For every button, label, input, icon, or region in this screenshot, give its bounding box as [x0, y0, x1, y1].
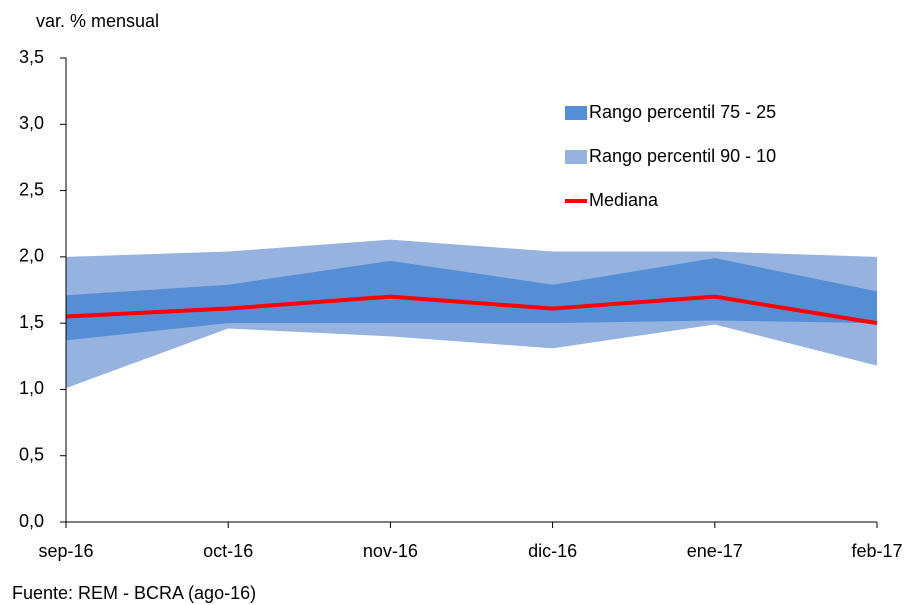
- legend-item: Rango percentil 75 - 25: [565, 102, 776, 122]
- x-tick-label: nov-16: [363, 541, 418, 561]
- legend-swatch: [565, 106, 587, 120]
- source-note: Fuente: REM - BCRA (ago-16): [12, 583, 256, 603]
- x-tick-label: oct-16: [203, 541, 253, 561]
- plot-area: [65, 239, 878, 389]
- legend-item: Rango percentil 90 - 10: [565, 146, 776, 166]
- y-tick-label: 2,0: [19, 246, 44, 266]
- x-tick-label: ene-17: [687, 541, 743, 561]
- y-tick-label: 0,5: [19, 444, 44, 464]
- x-tick-label: sep-16: [38, 541, 93, 561]
- x-tick-label: feb-17: [851, 541, 902, 561]
- y-tick-label: 0,0: [19, 511, 44, 531]
- y-tick-label: 3,0: [19, 113, 44, 133]
- y-tick-label: 2,5: [19, 179, 44, 199]
- y-tick-label: 3,5: [19, 47, 44, 67]
- legend-label: Mediana: [589, 190, 659, 210]
- y-axis-title: var. % mensual: [36, 11, 159, 31]
- band-area: [66, 258, 877, 341]
- legend-label: Rango percentil 75 - 25: [589, 102, 776, 122]
- median-line: [65, 294, 878, 326]
- legend-item: Mediana: [565, 190, 659, 210]
- legend-swatch: [565, 150, 587, 164]
- y-tick-label: 1,0: [19, 378, 44, 398]
- x-tick-label: dic-16: [528, 541, 577, 561]
- y-tick-label: 1,5: [19, 312, 44, 332]
- legend-label: Rango percentil 90 - 10: [589, 146, 776, 166]
